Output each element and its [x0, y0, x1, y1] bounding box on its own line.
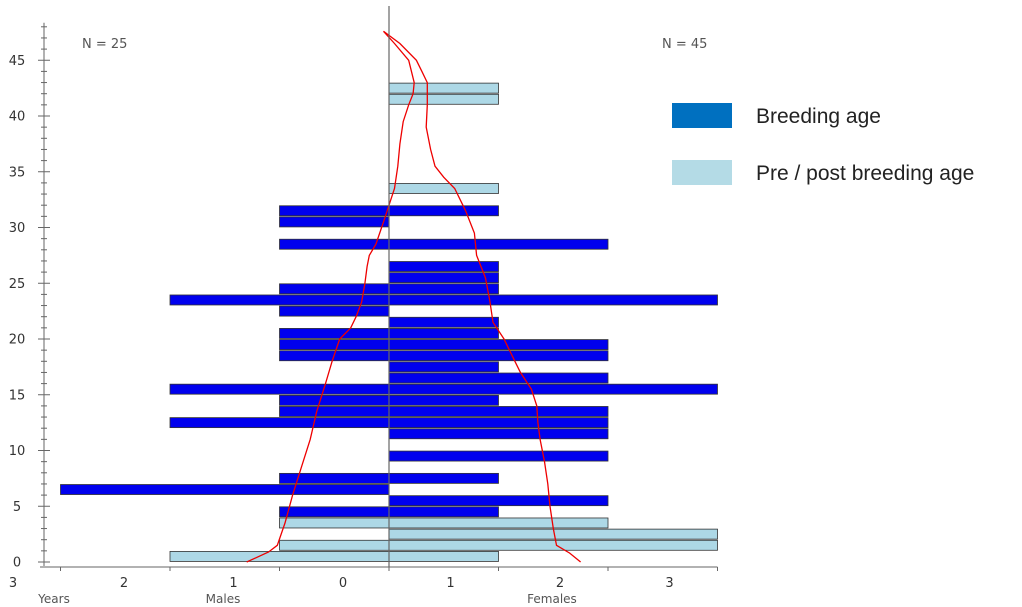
y-tick-label: 30 — [9, 221, 26, 236]
female-bar — [388, 294, 718, 306]
legend-swatch — [672, 160, 732, 185]
male-bar — [279, 283, 390, 295]
female-bar — [388, 372, 609, 384]
male-bar — [279, 506, 390, 518]
female-bar — [388, 539, 718, 551]
y-tick-label: 15 — [9, 388, 26, 403]
female-bar — [388, 316, 499, 328]
y-tick-label: 40 — [9, 110, 26, 125]
male-bar — [279, 205, 390, 217]
female-bar — [388, 406, 609, 417]
female-bar — [388, 183, 499, 194]
female-bar — [388, 517, 609, 529]
male-bar — [169, 383, 390, 395]
male-bar — [279, 238, 390, 250]
male-bar — [279, 339, 390, 350]
females-count-label: N = 45 — [662, 37, 707, 52]
x-tick-label: 3 — [665, 576, 673, 591]
legend-swatch — [672, 103, 732, 128]
male-bar — [169, 551, 390, 562]
y-tick-label: 0 — [13, 556, 21, 571]
legend: Breeding age Pre / post breeding age — [672, 103, 974, 185]
female-bar — [388, 328, 499, 339]
female-bar — [388, 93, 499, 105]
x-tick-label: 2 — [556, 576, 564, 591]
x-tick-label: 0 — [339, 576, 347, 591]
y-tick-label: 10 — [9, 444, 26, 459]
males-count-label: N = 25 — [82, 37, 127, 52]
male-bar — [279, 216, 390, 228]
female-bar — [388, 394, 499, 406]
y-tick-label: 20 — [9, 333, 26, 348]
female-bar — [388, 205, 499, 217]
female-bar — [388, 339, 609, 350]
male-bar — [279, 539, 390, 551]
females-label: Females — [527, 592, 577, 606]
male-bar — [279, 394, 390, 406]
age-curve-group — [246, 30, 582, 563]
male-bar — [169, 417, 390, 429]
female-bar — [388, 450, 609, 462]
bars-group — [60, 82, 718, 562]
male-bar — [279, 328, 390, 339]
female-bar — [388, 551, 499, 562]
male-bar — [279, 305, 390, 317]
female-bar — [388, 238, 609, 250]
male-age-curve — [246, 30, 415, 563]
y-tick-label: 45 — [9, 54, 26, 69]
y-tick-label: 35 — [9, 165, 26, 180]
female-bar — [388, 82, 499, 94]
male-bar — [169, 294, 390, 306]
female-bar — [388, 472, 499, 484]
x-tick-label: 3 — [9, 576, 17, 591]
male-bar — [279, 472, 390, 484]
y-tick-label: 25 — [9, 277, 26, 292]
x-tick-label: 1 — [446, 576, 454, 591]
female-bar — [388, 383, 718, 395]
x-tick-label: 1 — [229, 576, 237, 591]
males-label: Males — [206, 592, 241, 606]
female-bar — [388, 272, 499, 284]
years-label: Years — [37, 592, 70, 606]
x-tick-label: 2 — [120, 576, 128, 591]
legend-label: Pre / post breeding age — [756, 162, 974, 185]
legend-label: Breeding age — [756, 105, 881, 128]
female-age-curve — [383, 30, 582, 563]
female-bar — [388, 506, 499, 518]
female-bar — [388, 417, 609, 429]
female-bar — [388, 361, 499, 373]
female-bar — [388, 350, 609, 362]
male-bar — [60, 484, 390, 495]
y-tick-label: 5 — [13, 500, 21, 515]
female-bar — [388, 283, 499, 295]
male-bar — [279, 517, 390, 529]
female-bar — [388, 495, 609, 507]
female-bar — [388, 428, 609, 440]
male-bar — [279, 406, 390, 417]
